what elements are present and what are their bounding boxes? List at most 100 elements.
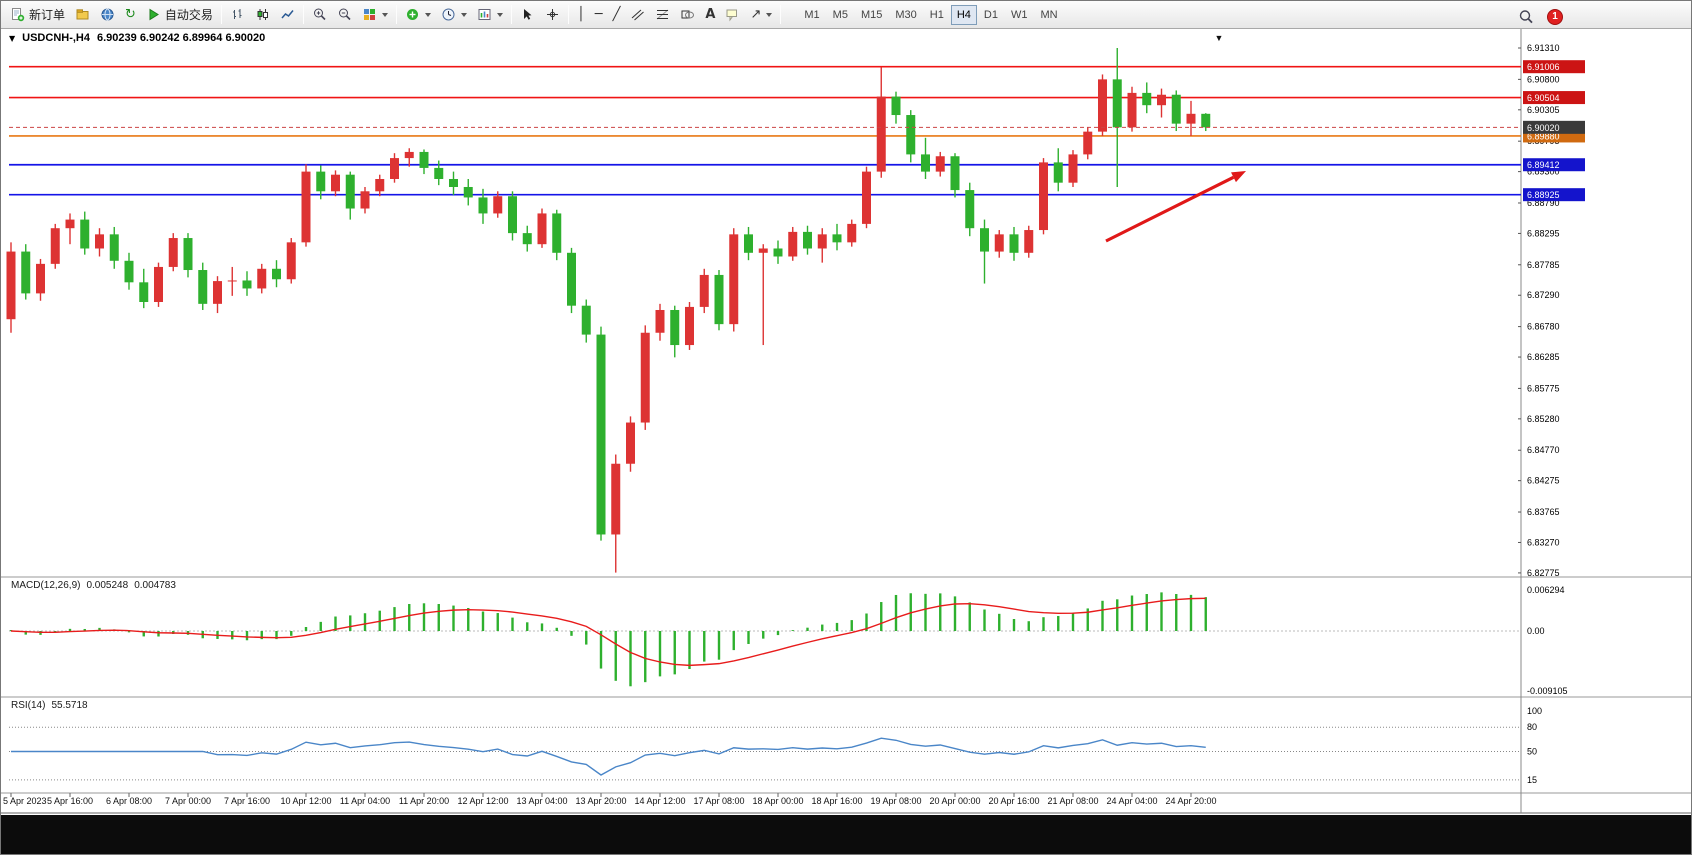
trend-arrow-line[interactable] [1105,175,1235,243]
time-axis-label[interactable]: 20 Apr 00:00 [929,796,980,806]
tile-windows-button[interactable] [357,3,393,26]
toolbar-separator [220,5,222,24]
candle [272,260,281,288]
time-axis-label[interactable]: 11 Apr 04:00 [340,796,390,806]
time-axis-label[interactable]: 13 Apr 20:00 [575,796,626,806]
timeframe-toolbar: M1 M5 M15 M30 H1 H4 D1 W1 MN [798,4,1063,25]
time-axis-label[interactable]: 21 Apr 08:00 [1047,796,1098,806]
templates-button[interactable] [472,3,508,26]
time-axis-label[interactable]: 7 Apr 16:00 [224,796,270,806]
time-axis-label[interactable]: 20 Apr 16:00 [988,796,1039,806]
text-tool-button[interactable]: A [700,3,720,26]
timeframe-m1-button[interactable]: M1 [798,5,825,25]
candle-body [803,231,812,249]
candle [375,174,385,197]
channel-tool-button[interactable] [625,3,650,26]
candle [906,110,916,163]
folder-icon [76,9,89,20]
bar-chart-type-button[interactable] [225,3,250,26]
timeframe-m30-button[interactable]: M30 [889,5,922,25]
candle-body [360,191,370,209]
arrows-tool-button[interactable]: ↗ [745,3,777,26]
macd-signal-value: 0.004783 [134,580,176,591]
vertical-line-tool-button[interactable]: │ [572,3,590,26]
timeframe-h1-button[interactable]: H1 [924,5,950,25]
candlestick-type-button[interactable] [250,3,275,26]
candle-body [788,231,798,257]
macd-axis-label: -0.009105 [1527,686,1568,696]
timeframe-d1-button[interactable]: D1 [978,5,1004,25]
trendline-tool-button[interactable]: ╱ [608,3,626,26]
candle-body [183,238,193,271]
autotrading-button[interactable]: 自动交易 [141,3,218,26]
trend-arrow-head[interactable] [1231,171,1246,183]
time-axis-label[interactable]: 5 Apr 16:00 [47,796,93,806]
rsi-line [11,737,1206,776]
time-axis-label[interactable]: 13 Apr 04:00 [516,796,567,806]
horizontal-line-tool-button[interactable]: ─ [590,3,608,26]
time-axis-label[interactable]: 18 Apr 16:00 [811,796,862,806]
candle [980,219,989,284]
candle [449,171,458,195]
candle [434,160,444,186]
autotrading-label: 自动交易 [164,8,213,22]
candle-body [596,334,606,535]
candle-body [950,156,960,191]
price-axis-label: 6.86780 [1527,322,1560,332]
time-axis-label[interactable]: 19 Apr 08:00 [870,796,921,806]
candle-body [1186,113,1196,124]
fibonacci-tool-button[interactable] [650,3,675,26]
timeframe-w1-button[interactable]: W1 [1005,5,1034,25]
notification-badge[interactable]: 1 [1547,8,1563,25]
candle [670,305,680,358]
dropdown-caret-icon [496,12,503,17]
time-axis-label[interactable]: 24 Apr 04:00 [1106,796,1157,806]
time-axis-label[interactable]: 5 Apr 2023 [3,796,47,806]
timeframe-h4-button[interactable]: H4 [950,4,977,25]
zoom-out-button[interactable] [332,3,357,26]
zoom-in-button[interactable] [307,3,332,26]
candle [168,233,178,272]
candle [640,325,650,430]
profiles-button[interactable] [95,3,120,26]
shapes-tool-button[interactable] [675,3,700,26]
candle [803,225,812,255]
cursor-button[interactable] [515,3,540,26]
candle [124,252,134,290]
candle [1201,113,1211,132]
time-axis-label[interactable]: 12 Apr 12:00 [457,796,508,806]
new-order-button[interactable]: 新订单 [5,3,70,26]
time-axis-label[interactable]: 24 Apr 20:00 [1165,796,1216,806]
candle [832,223,842,251]
search-button[interactable] [1513,5,1539,28]
label-tool-button[interactable] [720,3,745,26]
refresh-button[interactable]: ↻ [120,3,141,26]
time-axis-label[interactable]: 11 Apr 20:00 [399,796,449,806]
time-axis-label[interactable]: 14 Apr 12:00 [634,796,685,806]
time-axis-label[interactable]: 18 Apr 00:00 [752,796,803,806]
periods-button[interactable] [436,3,472,26]
toolbar-separator [567,5,569,24]
candle [1142,82,1152,114]
candle [109,226,119,269]
timeframe-m5-button[interactable]: M5 [827,5,854,25]
candle-body [581,305,591,335]
timeframe-m15-button[interactable]: M15 [855,5,888,25]
line-chart-type-button[interactable] [275,3,300,26]
candle [1112,48,1122,187]
candle [817,228,827,263]
time-axis-label[interactable]: 6 Apr 08:00 [106,796,152,806]
candle-body [404,151,414,159]
workspace-button[interactable] [70,3,95,26]
time-axis-label[interactable]: 7 Apr 00:00 [165,796,211,806]
candle [596,326,606,541]
crosshair-button[interactable] [540,3,565,26]
timeframe-mn-button[interactable]: MN [1034,5,1063,25]
indicators-button[interactable] [400,3,436,26]
crosshair-icon [546,9,558,20]
time-axis-label[interactable]: 10 Apr 12:00 [280,796,331,806]
candle [1024,225,1034,258]
collapse-triangle-icon[interactable]: ▼ [9,33,16,43]
time-axis-label[interactable]: 17 Apr 08:00 [693,796,744,806]
